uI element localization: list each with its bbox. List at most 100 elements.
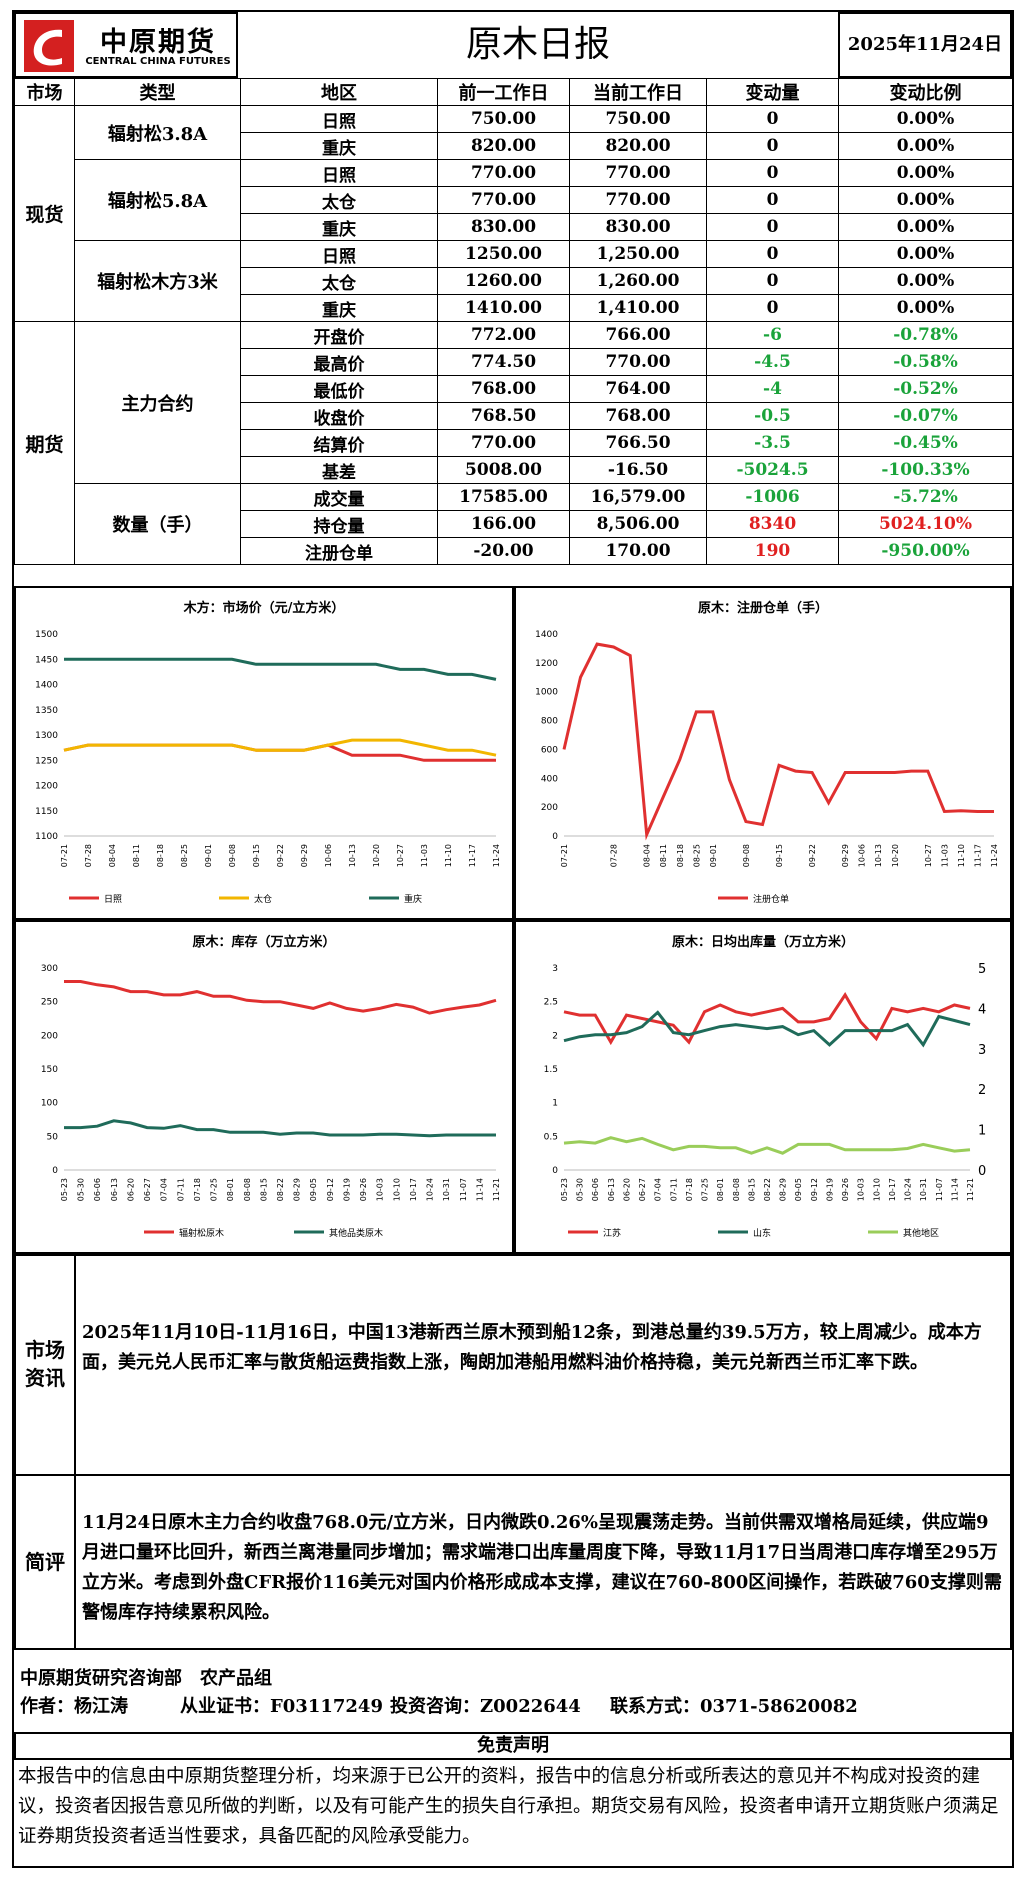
table-cell: 5008.00 [437, 456, 570, 484]
x-tick-label: 11-03 [420, 844, 429, 867]
x-tick-label: 08-18 [156, 844, 165, 867]
table-row: 期货 主力合约 开盘价 772.00 766.00 -6 -0.78% [14, 321, 1013, 565]
type-cell: 辐射松5.8A [74, 159, 241, 241]
table-cell: 日照 [240, 105, 438, 133]
table-cell: 结算价 [240, 429, 438, 457]
legend-label: 其他品类原木 [329, 1227, 383, 1239]
x-tick-label: 09-01 [709, 844, 718, 867]
chart: 原木：日均出库量（万立方米） 0 0.5 1 1.5 2 2.5 3 0 1 2 3 4 5 05-23 05… [544, 934, 987, 1239]
table-cell: 太仓 [240, 267, 438, 295]
table-cell: 重庆 [240, 294, 438, 322]
x-tick-label: 09-29 [841, 844, 850, 867]
table-cell: -6 [706, 321, 839, 349]
table-cell: -4.5 [706, 348, 839, 376]
x-tick-label: 06-06 [591, 1178, 600, 1201]
x-tick-label: 08-01 [226, 1178, 235, 1201]
chart: 原木：库存（万立方米） 0 50 100 150 200 250 300 05-23 05-30 0… [41, 934, 501, 1239]
x-tick-label: 06-13 [607, 1178, 616, 1201]
table-cell: 0.00% [838, 105, 1013, 133]
x-tick-label: 11-10 [957, 844, 966, 867]
y-tick-label: 3 [552, 964, 558, 974]
series-line [563, 992, 971, 1046]
y-tick-label: 200 [541, 803, 558, 813]
report-date: 2025年11月24日 [838, 12, 1012, 78]
legend-label: 日照 [104, 894, 122, 905]
x-tick-label: 09-08 [228, 844, 237, 867]
table-cell: -0.52% [838, 375, 1013, 403]
table-cell: 重庆 [240, 132, 438, 160]
x-tick-label: 09-22 [808, 844, 817, 867]
chart-title: 原木：注册仓单（手） [698, 600, 828, 616]
x-tick-label: 10-03 [857, 1178, 866, 1201]
column-header: 类型 [74, 78, 241, 106]
table-cell: 0.00% [838, 240, 1013, 268]
table-row: 辐射松木方3米 日照 1250.00 1,250.00 0 0.00% [15, 240, 1013, 322]
chart-title: 木方：市场价（元/立方米） [183, 600, 345, 616]
x-tick-label: 07-11 [669, 1178, 678, 1201]
x-tick-label: 08-29 [779, 1178, 788, 1201]
y-tick-label: 200 [41, 1031, 58, 1041]
x-tick-label: 08-11 [132, 844, 141, 867]
table-cell: -0.45% [838, 429, 1013, 457]
x-tick-label: 05-23 [60, 1178, 69, 1201]
table-cell: -4 [706, 375, 839, 403]
x-tick-label: 07-11 [176, 1178, 185, 1201]
table-row: 基差 5008.00 -16.50 -5024.5 -100.33% [15, 456, 1013, 484]
x-tick-label: 08-08 [732, 1178, 741, 1201]
x-tick-label: 11-17 [468, 844, 477, 867]
table-cell: 768.50 [437, 402, 570, 430]
x-tick-label: 08-08 [243, 1178, 252, 1201]
table-cell: 764.00 [569, 375, 707, 403]
table-cell: 770.00 [437, 186, 570, 214]
y-tick-label: 1200 [535, 659, 558, 669]
comment-label: 简评 [25, 1550, 65, 1574]
x-tick-label: 09-15 [775, 844, 784, 867]
table-cell: 0.00% [838, 267, 1013, 295]
table-cell: 0 [706, 294, 839, 322]
comment-label-box [14, 1474, 76, 1650]
x-tick-label: 08-18 [676, 844, 685, 867]
table-cell: 开盘价 [240, 321, 438, 349]
x-tick-label: 11-07 [935, 1178, 944, 1201]
x-tick-label: 11-03 [940, 844, 949, 867]
x-tick-label: 11-24 [492, 844, 501, 867]
table-cell: 0 [706, 240, 839, 268]
y2-tick-label: 2 [978, 1083, 986, 1098]
x-tick-label: 07-21 [560, 844, 569, 867]
x-tick-label: 10-27 [924, 844, 933, 867]
table-cell: 0.00% [838, 213, 1013, 241]
y-tick-label: 1500 [35, 630, 58, 640]
table-cell: 最高价 [240, 348, 438, 376]
x-tick-label: 10-10 [872, 1178, 881, 1201]
news-text: 2025年11月10日-11月16日，中国13港新西兰原木预到船12条，到港总量… [82, 1322, 982, 1373]
column-header: 市场 [14, 78, 75, 106]
y-tick-label: 250 [41, 998, 58, 1008]
table-cell: -0.07% [838, 402, 1013, 430]
table-cell: 170.00 [569, 537, 707, 565]
table-cell: -5024.5 [706, 456, 839, 484]
type-cell: 辐射松3.8A [74, 105, 241, 160]
chart-title: 原木：日均出库量（万立方米） [672, 934, 854, 950]
y-tick-label: 50 [47, 1132, 59, 1142]
table-cell: 750.00 [569, 105, 707, 133]
table-cell: 770.00 [437, 159, 570, 187]
x-tick-label: 09-26 [841, 1178, 850, 1201]
table-cell: 830.00 [569, 213, 707, 241]
table-cell: 重庆 [240, 213, 438, 241]
table-row: 最低价 768.00 764.00 -4 -0.52% [15, 375, 1013, 403]
x-tick-label: 05-30 [77, 1178, 86, 1201]
table-cell: 成交量 [240, 483, 438, 511]
legend-label: 山东 [753, 1227, 771, 1239]
table-cell: -3.5 [706, 429, 839, 457]
table-cell: 太仓 [240, 186, 438, 214]
x-tick-label: 09-19 [342, 1178, 351, 1201]
x-tick-label: 10-06 [324, 844, 333, 867]
legend-label: 太仓 [254, 893, 272, 905]
x-tick-label: 06-13 [110, 1178, 119, 1201]
type-cell: 数量（手） [74, 483, 241, 565]
y2-tick-label: 3 [978, 1043, 986, 1058]
x-tick-label: 08-29 [293, 1178, 302, 1201]
logo-icon [24, 20, 74, 72]
y2-tick-label: 4 [978, 1002, 986, 1017]
x-tick-label: 05-30 [576, 1178, 585, 1201]
